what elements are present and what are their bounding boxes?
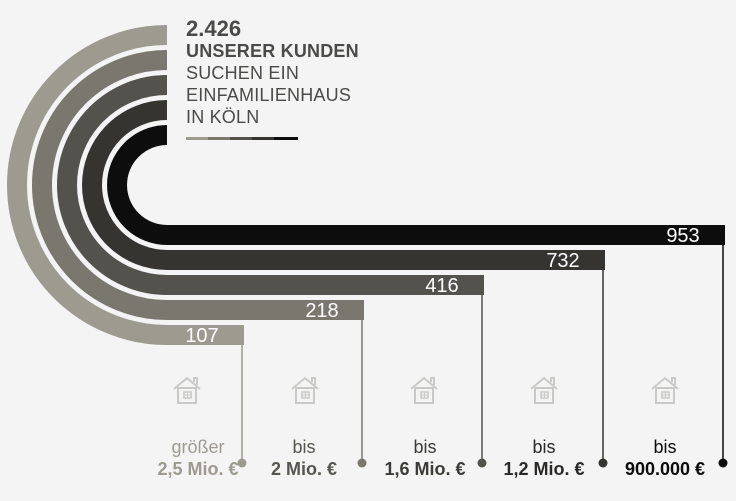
legend-strip-segment — [252, 137, 274, 140]
drop-dot — [477, 458, 487, 468]
category-label-line2: 2 Mio. € — [270, 459, 337, 479]
drop-dot — [598, 458, 608, 468]
category-label: bis 1,2 Mio. € — [484, 436, 604, 480]
category-label: bis 900.000 € — [605, 436, 725, 480]
drop-dot — [718, 458, 728, 468]
drop-dot — [237, 458, 247, 468]
category-label-line1: bis — [413, 437, 437, 457]
headline-line1: UNSERER KUNDEN — [186, 41, 359, 61]
bar-value-label: 107 — [185, 325, 218, 347]
ribbon-bar — [57, 75, 484, 295]
category-label-line2: 2,5 Mio. € — [157, 459, 239, 479]
category-label: bis 2 Mio. € — [244, 436, 364, 480]
category-label-line1: größer — [171, 437, 225, 457]
headline-line2: SUCHEN EIN — [186, 63, 300, 83]
category-label: bis 1,6 Mio. € — [365, 436, 485, 480]
category-label-line1: bis — [532, 437, 556, 457]
headline-line3: EINFAMILIENHAUS — [186, 85, 352, 105]
headline-line4: IN KÖLN — [186, 107, 260, 127]
bar-value-label: 732 — [546, 250, 579, 272]
legend-strip-segment — [230, 137, 252, 140]
bar-value-label: 953 — [666, 225, 699, 247]
category-label-line1: bis — [653, 437, 677, 457]
arc-cut — [167, 10, 173, 180]
house-icon — [527, 373, 561, 407]
house-icon — [407, 373, 441, 407]
ribbon-bar — [82, 100, 605, 270]
category-label: größer 2,5 Mio. € — [138, 436, 258, 480]
legend-strip-segment — [186, 137, 208, 140]
legend-strip-segment — [274, 137, 298, 140]
ribbon-bar — [7, 25, 244, 345]
headline: 2.426 UNSERER KUNDEN SUCHEN EIN EINFAMIL… — [186, 18, 359, 128]
category-label-line2: 1,2 Mio. € — [503, 459, 585, 479]
headline-total: 2.426 — [186, 16, 242, 41]
legend-strip-segment — [208, 137, 230, 140]
ribbon-bar — [107, 125, 725, 245]
category-label-line1: bis — [292, 437, 316, 457]
ribbon-bar — [32, 50, 364, 320]
house-icon — [648, 373, 682, 407]
category-label-line2: 1,6 Mio. € — [384, 459, 466, 479]
house-icon — [170, 373, 204, 407]
bar-value-label: 416 — [425, 275, 458, 297]
category-label-line2: 900.000 € — [624, 459, 706, 479]
bar-value-label: 218 — [305, 300, 338, 322]
house-icon — [288, 373, 322, 407]
drop-dot — [357, 458, 367, 468]
